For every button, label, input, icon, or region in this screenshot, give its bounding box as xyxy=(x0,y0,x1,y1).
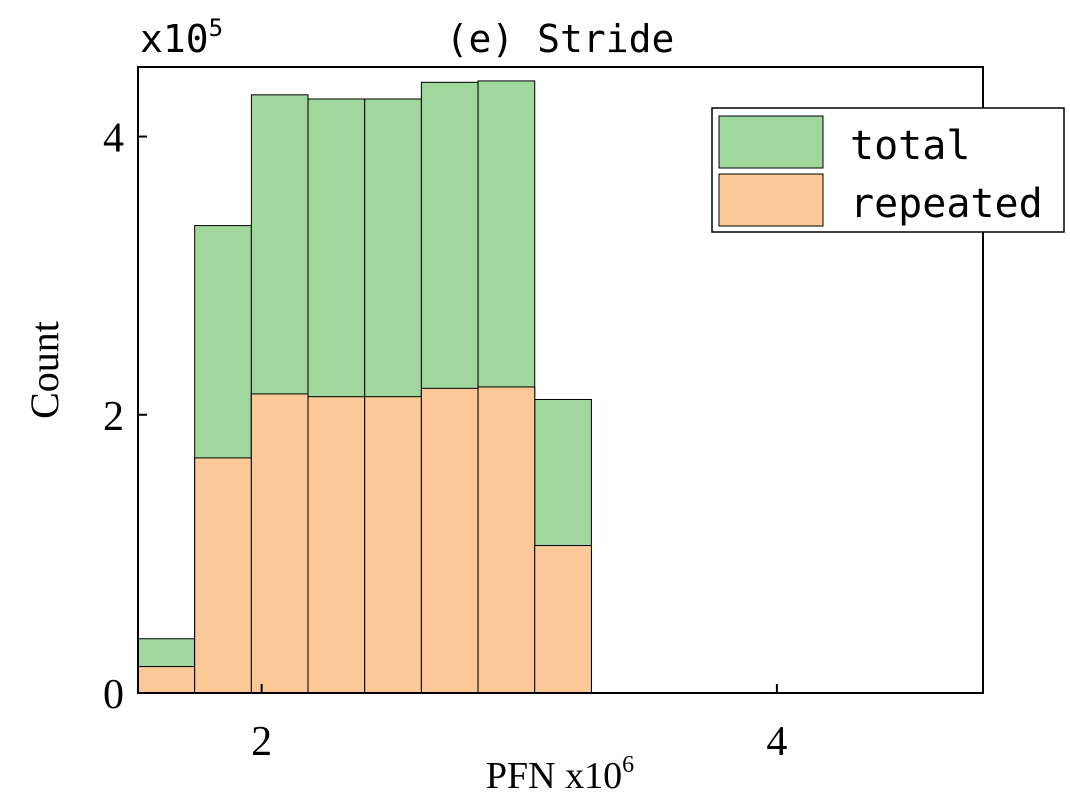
repeated-bar-2 xyxy=(194,457,252,694)
repeated-bar-6 xyxy=(420,387,479,694)
x-tick-label-4: 4 xyxy=(766,719,787,765)
repeated-bars xyxy=(137,386,592,694)
legend-swatch-repeated xyxy=(718,173,824,227)
y-tick-label-2: 2 xyxy=(103,394,124,440)
plot-frame xyxy=(137,66,984,694)
y-tick-label-4: 4 xyxy=(103,116,124,162)
repeated-bar-5 xyxy=(364,396,422,694)
repeated-bar-4 xyxy=(307,396,366,694)
repeated-bar-8 xyxy=(534,545,592,694)
legend-label-repeated: repeated xyxy=(850,181,1043,227)
repeated-bar-7 xyxy=(477,386,536,694)
axis-ticks: 2 4 0 2 4 xyxy=(103,116,787,765)
x-axis-label: PFN x106 xyxy=(486,752,634,797)
legend-label-total: total xyxy=(850,123,970,169)
y-axis-label: Count xyxy=(22,321,67,419)
legend-swatch-total xyxy=(718,115,824,169)
x-tick-label-2: 2 xyxy=(251,719,272,765)
y-tick-label-0: 0 xyxy=(103,672,124,718)
y-multiplier-label: x105 xyxy=(140,14,223,61)
chart-title: (e) Stride xyxy=(446,17,675,61)
repeated-bar-3 xyxy=(250,393,309,694)
legend: total repeated xyxy=(711,107,1065,233)
repeated-bar-1 xyxy=(137,666,196,694)
